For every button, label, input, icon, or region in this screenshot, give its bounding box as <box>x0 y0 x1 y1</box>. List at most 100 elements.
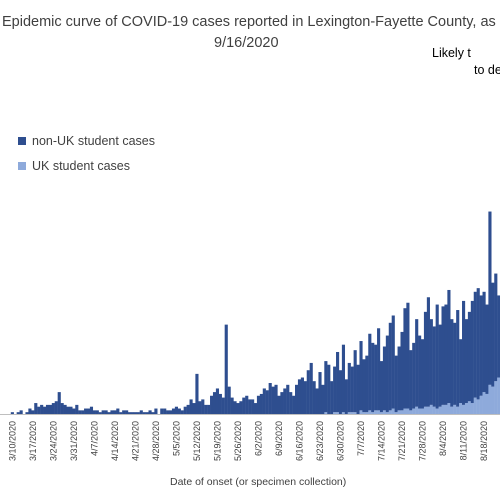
x-tick-label: 5/12/2020 <box>192 421 202 461</box>
bar-non-uk-student-day-146 <box>429 319 433 405</box>
bar-non-uk-student-day-132 <box>388 322 392 411</box>
bar-non-uk-student-day-135 <box>397 346 401 411</box>
bar-non-uk-student-day-70 <box>207 404 211 414</box>
bar-non-uk-student-day-75 <box>221 397 225 414</box>
x-tick-label: 4/28/2020 <box>151 421 161 461</box>
bar-non-uk-student-day-84 <box>248 399 252 414</box>
bar-uk-student-day-142 <box>418 408 422 414</box>
bar-non-uk-student-day-67 <box>198 401 202 414</box>
bar-non-uk-student-day-123 <box>362 359 366 413</box>
bar-uk-student-day-168 <box>494 381 498 414</box>
bar-uk-student-day-140 <box>412 408 416 414</box>
bar-non-uk-student-day-88 <box>259 393 263 414</box>
bar-non-uk-student-day-52 <box>154 408 158 414</box>
bar-non-uk-student-day-30 <box>89 406 94 414</box>
bar-non-uk-student-day-103 <box>303 381 307 414</box>
bar-non-uk-student-day-154 <box>453 322 457 405</box>
bar-non-uk-student-day-117 <box>344 379 348 414</box>
bar-uk-student-day-150 <box>441 404 445 414</box>
bar-non-uk-student-day-51 <box>151 412 155 414</box>
bar-non-uk-student-day-136 <box>400 331 404 411</box>
bar-non-uk-student-day-50 <box>148 410 152 414</box>
bar-non-uk-student-day-49 <box>145 412 149 414</box>
bar-non-uk-student-day-79 <box>233 401 237 414</box>
bar-uk-student-day-122 <box>359 410 363 414</box>
bar-non-uk-student-day-147 <box>432 326 436 407</box>
bar-non-uk-student-day-20 <box>60 403 64 414</box>
bar-non-uk-student-day-120 <box>353 350 357 413</box>
bar-non-uk-student-day-42 <box>125 410 129 414</box>
bar-non-uk-student-day-153 <box>450 319 454 407</box>
bar-uk-student-day-116 <box>341 412 346 414</box>
bar-non-uk-student-day-24 <box>72 408 76 414</box>
x-tick-label: 7/14/2020 <box>376 421 386 461</box>
bar-non-uk-student-day-114 <box>336 351 340 413</box>
bar-uk-student-day-165 <box>485 393 489 414</box>
bar-non-uk-student-day-144 <box>423 311 428 407</box>
bar-non-uk-student-day-108 <box>318 372 322 414</box>
bar-non-uk-student-day-33 <box>98 412 102 414</box>
bar-non-uk-student-day-109 <box>321 384 325 414</box>
bar-non-uk-student-day-8 <box>25 412 29 414</box>
bar-non-uk-student-day-166 <box>488 211 492 385</box>
bar-non-uk-student-day-63 <box>186 404 190 414</box>
bar-non-uk-student-day-169 <box>497 295 500 378</box>
bar-non-uk-student-day-116 <box>341 344 346 413</box>
bar-non-uk-student-day-54 <box>160 408 164 414</box>
bar-uk-student-day-123 <box>362 412 366 414</box>
bar-uk-student-day-148 <box>435 408 439 414</box>
bar-non-uk-student-day-25 <box>75 404 79 414</box>
bar-uk-student-day-167 <box>491 386 495 414</box>
bar-non-uk-student-day-58 <box>171 408 176 414</box>
bar-non-uk-student-day-110 <box>324 361 328 413</box>
bar-non-uk-student-day-26 <box>78 410 82 414</box>
bar-uk-student-day-114 <box>336 412 340 414</box>
bar-non-uk-student-day-122 <box>359 341 363 411</box>
bar-non-uk-student-day-15 <box>45 404 50 414</box>
bar-non-uk-student-day-16 <box>48 404 53 414</box>
bar-non-uk-student-day-29 <box>86 408 91 414</box>
bar-non-uk-student-day-12 <box>37 406 41 414</box>
bar-non-uk-student-day-129 <box>379 361 384 413</box>
bar-non-uk-student-day-93 <box>274 384 278 414</box>
bar-non-uk-student-day-21 <box>63 404 67 414</box>
bar-uk-student-day-158 <box>464 403 469 414</box>
bar-uk-student-day-131 <box>385 412 389 414</box>
bar-non-uk-student-day-66 <box>195 373 199 414</box>
bar-non-uk-student-day-65 <box>192 403 196 414</box>
bar-non-uk-student-day-55 <box>163 408 167 414</box>
bar-non-uk-student-day-35 <box>104 410 108 414</box>
bar-uk-student-day-129 <box>379 412 384 414</box>
bar-uk-student-day-145 <box>426 406 430 414</box>
bar-non-uk-student-day-141 <box>415 319 419 407</box>
bar-uk-student-day-118 <box>347 412 351 414</box>
bar-non-uk-student-day-77 <box>227 386 231 414</box>
bar-non-uk-student-day-161 <box>473 291 477 398</box>
bar-non-uk-student-day-155 <box>456 310 460 407</box>
bar-non-uk-student-day-162 <box>476 288 480 400</box>
bar-non-uk-student-day-91 <box>268 382 272 414</box>
bar-uk-student-day-127 <box>374 410 378 414</box>
bar-uk-student-day-155 <box>456 406 460 414</box>
bar-non-uk-student-day-158 <box>464 319 469 404</box>
bar-uk-student-day-151 <box>444 404 448 414</box>
bar-uk-student-day-110 <box>324 412 328 414</box>
bar-uk-student-day-130 <box>382 410 387 414</box>
bar-uk-student-day-156 <box>459 403 463 414</box>
x-tick-label: 6/2/2020 <box>253 421 263 456</box>
bar-non-uk-student-day-148 <box>435 304 439 409</box>
bar-non-uk-student-day-107 <box>315 388 319 414</box>
bar-non-uk-student-day-97 <box>286 384 290 414</box>
bar-non-uk-student-day-82 <box>242 397 246 414</box>
bar-non-uk-student-day-83 <box>245 395 249 414</box>
bar-non-uk-student-day-13 <box>40 404 44 414</box>
bar-non-uk-student-day-23 <box>69 406 73 414</box>
bar-non-uk-student-day-160 <box>470 300 474 404</box>
bar-uk-student-day-161 <box>473 397 477 414</box>
bar-non-uk-student-day-156 <box>459 339 463 404</box>
bar-non-uk-student-day-126 <box>371 342 375 413</box>
bar-non-uk-student-day-19 <box>57 392 61 414</box>
bar-non-uk-student-day-14 <box>43 406 47 414</box>
legend-item-non-uk: non-UK student cases <box>18 134 155 148</box>
bar-non-uk-student-day-142 <box>418 335 422 409</box>
